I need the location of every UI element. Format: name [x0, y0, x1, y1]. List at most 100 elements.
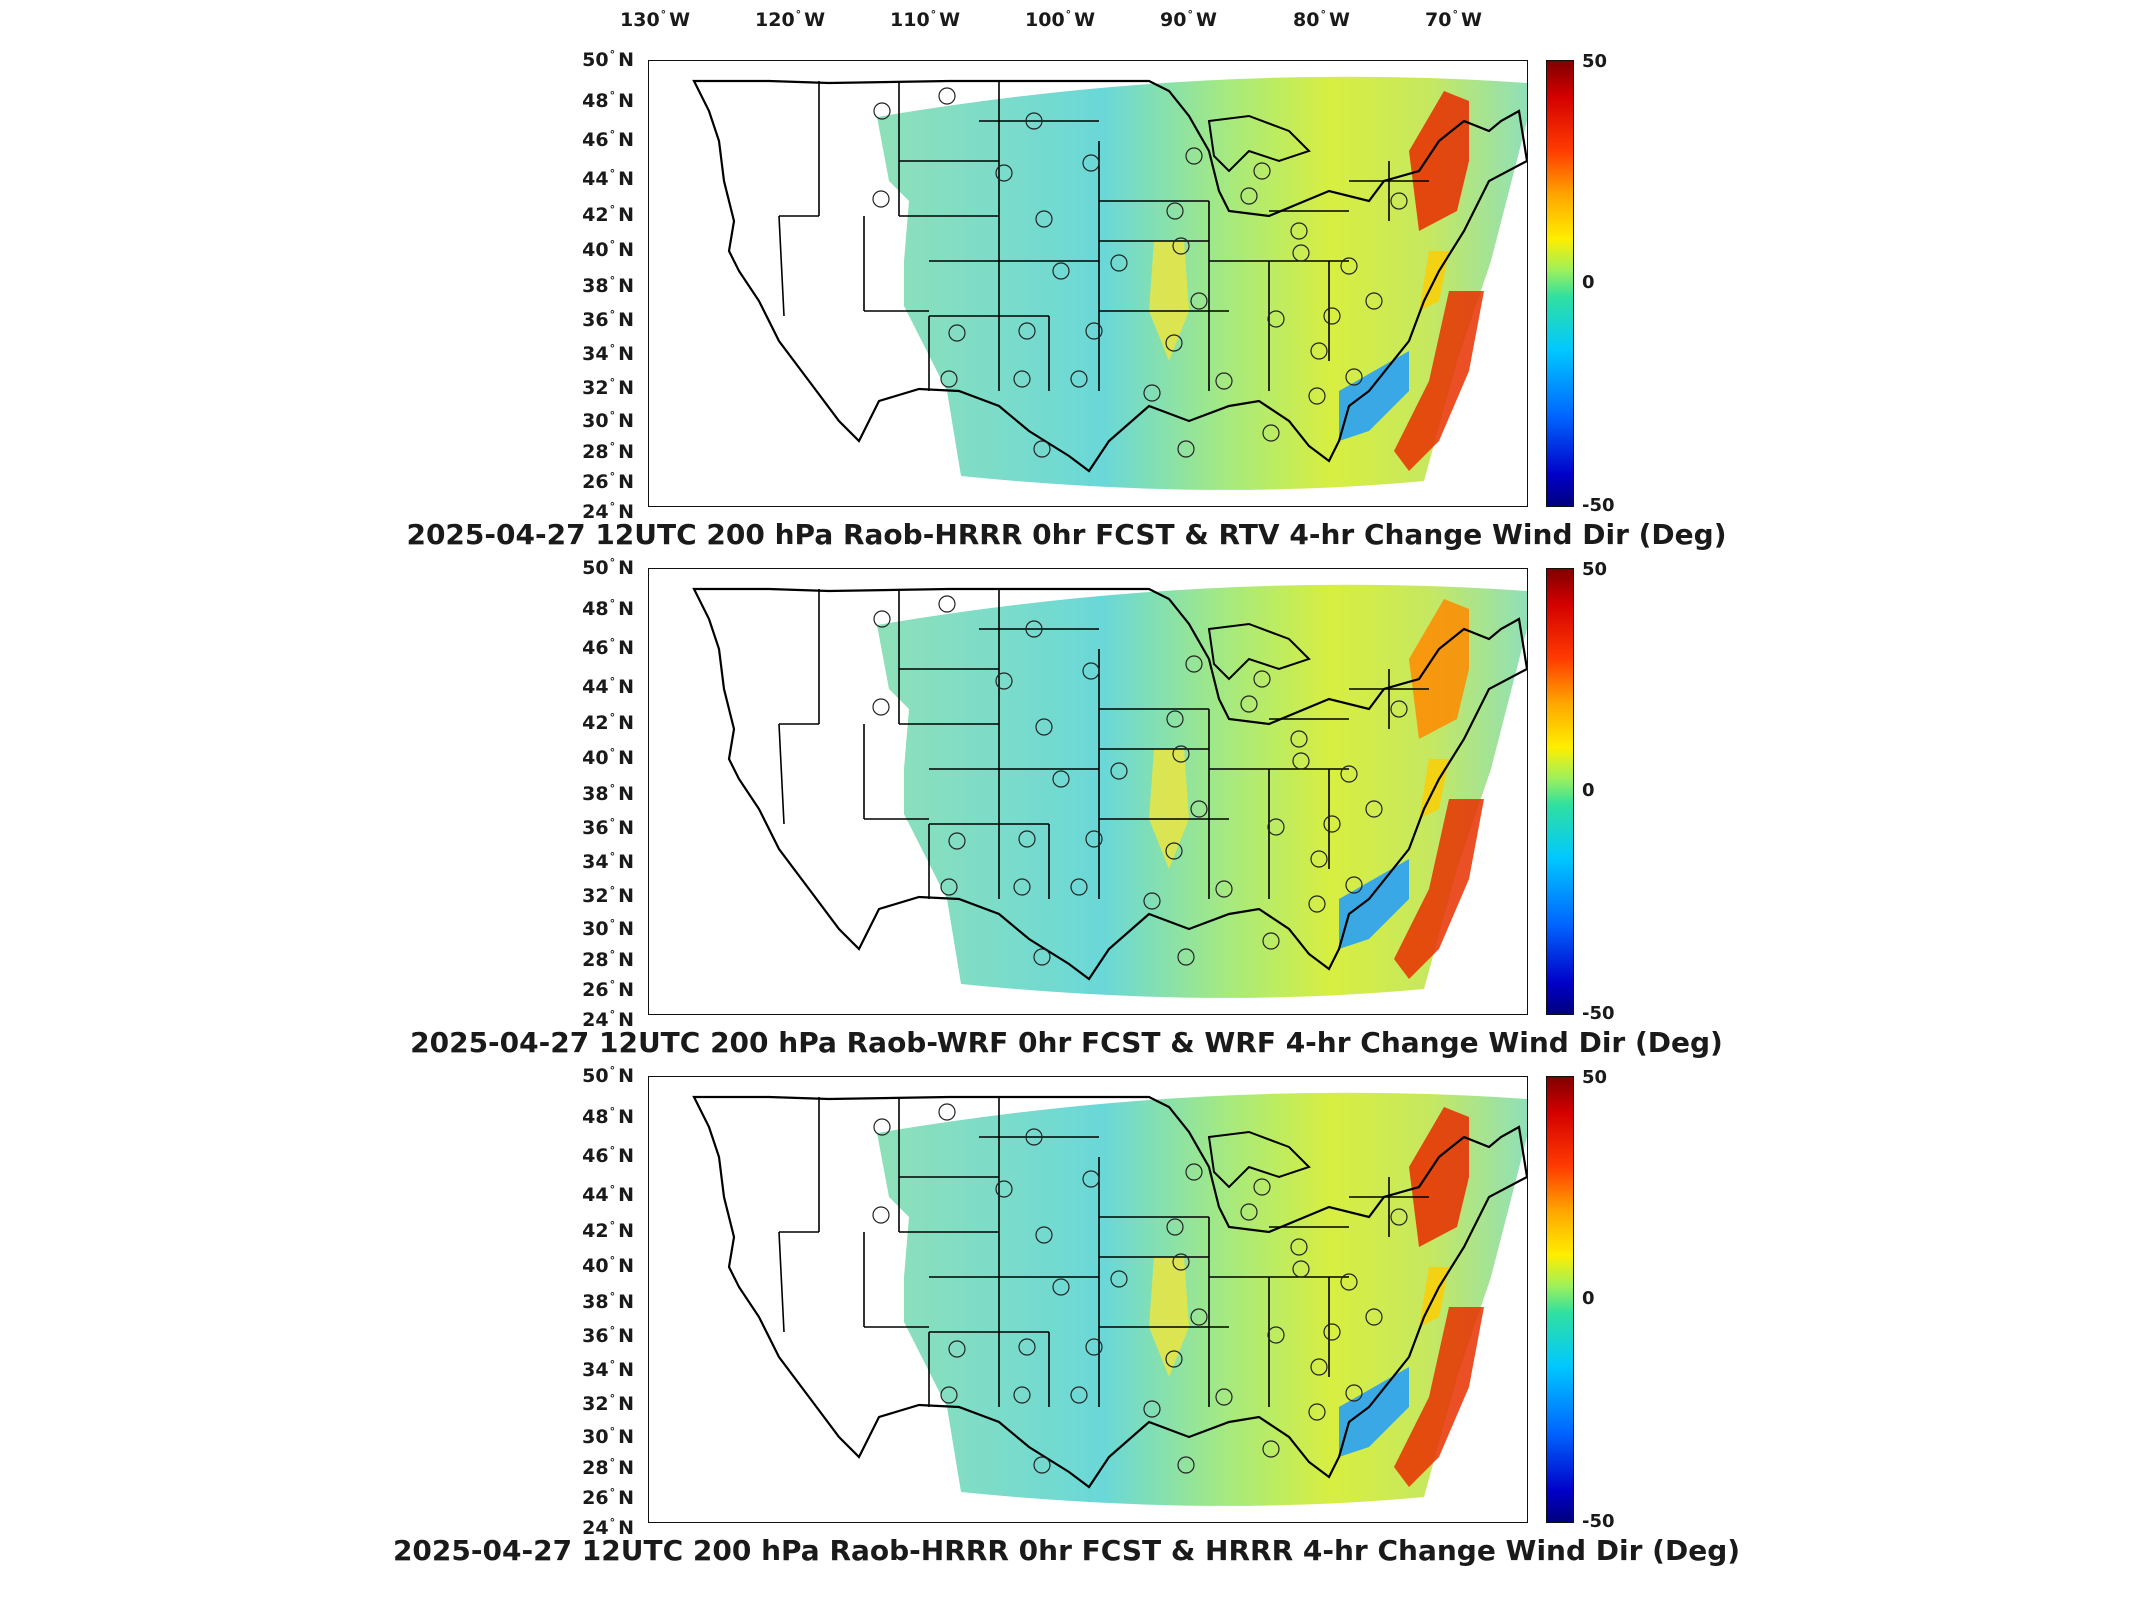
warm-anomaly-northeast — [1409, 1107, 1469, 1247]
raob-station-marker — [1085, 322, 1103, 340]
state-border — [778, 1231, 785, 1333]
longitude-label: 100° W — [1025, 8, 1096, 31]
cold-anomaly-southeast — [1339, 1367, 1409, 1457]
wind-direction-map — [692, 584, 1527, 998]
latitude-label: 44° N — [582, 167, 634, 190]
warm-anomaly-atlantic — [1394, 291, 1484, 471]
colorbar-min-label: -50 — [1582, 495, 1615, 516]
latitude-label: 26° N — [582, 978, 634, 1001]
raob-station-marker — [1290, 1238, 1308, 1256]
raob-station-marker — [1253, 670, 1271, 688]
raob-station-marker — [1253, 1178, 1271, 1196]
cold-anomaly-southeast — [1339, 859, 1409, 949]
raob-station-marker — [1215, 880, 1233, 898]
raob-station-marker — [1323, 815, 1341, 833]
raob-station-marker — [940, 878, 958, 896]
longitude-label: 130° W — [620, 8, 691, 31]
raob-station-marker — [1267, 1326, 1285, 1344]
raob-station-marker — [1143, 1400, 1161, 1418]
raob-station-marker — [940, 1386, 958, 1404]
raob-station-marker — [1082, 662, 1100, 680]
latitude-label: 26° N — [582, 470, 634, 493]
raob-station-marker — [1033, 1456, 1051, 1474]
raob-station-marker — [1018, 830, 1036, 848]
colorbar-max-label: 50 — [1582, 559, 1608, 580]
raob-station-marker — [1290, 730, 1308, 748]
latitude-label: 24° N — [582, 1516, 634, 1539]
raob-station-marker — [1172, 745, 1190, 763]
raob-station-marker — [1267, 310, 1285, 328]
great-lakes — [1207, 114, 1311, 173]
raob-station-marker — [1262, 424, 1280, 442]
panel-title: 2025-04-27 12UTC 200 hPa Raob-HRRR 0hr F… — [392, 1534, 1741, 1567]
raob-station-marker — [1185, 655, 1203, 673]
raob-station-marker — [1292, 244, 1310, 262]
raob-station-marker — [1240, 187, 1258, 205]
latitude-label: 36° N — [582, 816, 634, 839]
raob-station-marker — [1177, 1456, 1195, 1474]
raob-station-marker — [1035, 1226, 1053, 1244]
raob-station-marker — [1340, 257, 1358, 275]
raob-station-marker — [1323, 1323, 1341, 1341]
latitude-label: 24° N — [582, 500, 634, 523]
raob-station-marker — [1025, 112, 1043, 130]
raob-station-marker — [1390, 192, 1408, 210]
raob-station-marker — [1035, 210, 1053, 228]
yellow-anomaly-mississippi — [1149, 1257, 1189, 1377]
longitude-label: 110° W — [890, 8, 961, 31]
colorbar-min-label: -50 — [1582, 1511, 1615, 1532]
raob-station-marker — [1172, 237, 1190, 255]
raob-station-marker — [1052, 262, 1070, 280]
raob-station-marker — [1165, 842, 1183, 860]
raob-station-marker — [1082, 1170, 1100, 1188]
raob-station-marker — [1345, 368, 1363, 386]
colorbar-min-label: -50 — [1582, 1003, 1615, 1024]
raob-station-marker — [1290, 222, 1308, 240]
latitude-label: 28° N — [582, 948, 634, 971]
map-panel-wrf: 50° N 48° N 46° N 44° N 42° N 40° N 38° N 36° N 34° N 32° N… — [0, 556, 2133, 1098]
raob-station-marker — [1070, 1386, 1088, 1404]
raob-station-marker — [1365, 800, 1383, 818]
latitude-label: 38° N — [582, 1290, 634, 1313]
raob-station-marker — [948, 1340, 966, 1358]
panel-title: 2025-04-27 12UTC 200 hPa Raob-WRF 0hr FC… — [410, 1026, 1723, 1059]
latitude-label: 42° N — [582, 203, 634, 226]
raob-station-marker — [1262, 1440, 1280, 1458]
latitude-label: 30° N — [582, 1425, 634, 1448]
raob-station-marker — [1025, 1128, 1043, 1146]
raob-station-marker — [1110, 1270, 1128, 1288]
yellow-anomaly-mississippi — [1149, 749, 1189, 869]
raob-station-marker — [1215, 1388, 1233, 1406]
raob-station-marker — [948, 324, 966, 342]
map-panel-hrrr-rtv: 50° N 48° N 46° N 44° N 42° N 40° N 38° N 36° N 34° N 32° N… — [0, 48, 2133, 590]
raob-station-marker — [1070, 878, 1088, 896]
raob-station-marker — [938, 595, 956, 613]
colorbar-mid-label: 0 — [1582, 780, 1595, 801]
latitude-label: 50° N — [582, 1064, 634, 1087]
latitude-label: 50° N — [582, 48, 634, 71]
latitude-label: 42° N — [582, 711, 634, 734]
coastline — [692, 587, 1527, 981]
latitude-label: 48° N — [582, 1105, 634, 1128]
raob-station-marker — [995, 672, 1013, 690]
raob-station-marker — [1013, 370, 1031, 388]
raob-station-marker — [1035, 718, 1053, 736]
latitude-label: 34° N — [582, 850, 634, 873]
warm-anomaly-atlantic — [1394, 1307, 1484, 1487]
raob-station-marker — [1085, 830, 1103, 848]
raob-station-marker — [1143, 384, 1161, 402]
raob-station-marker — [948, 832, 966, 850]
raob-station-marker — [1340, 1273, 1358, 1291]
state-border — [778, 215, 785, 317]
longitude-label: 80° W — [1293, 8, 1350, 31]
raob-station-marker — [1308, 387, 1326, 405]
raob-station-marker — [1240, 1203, 1258, 1221]
raob-station-marker — [873, 610, 891, 628]
colorbar — [1546, 60, 1574, 507]
raob-station-marker — [1185, 147, 1203, 165]
latitude-label: 38° N — [582, 274, 634, 297]
latitude-label: 34° N — [582, 1358, 634, 1381]
latitude-label: 32° N — [582, 376, 634, 399]
great-lakes — [1207, 1130, 1311, 1189]
latitude-label: 42° N — [582, 1219, 634, 1242]
